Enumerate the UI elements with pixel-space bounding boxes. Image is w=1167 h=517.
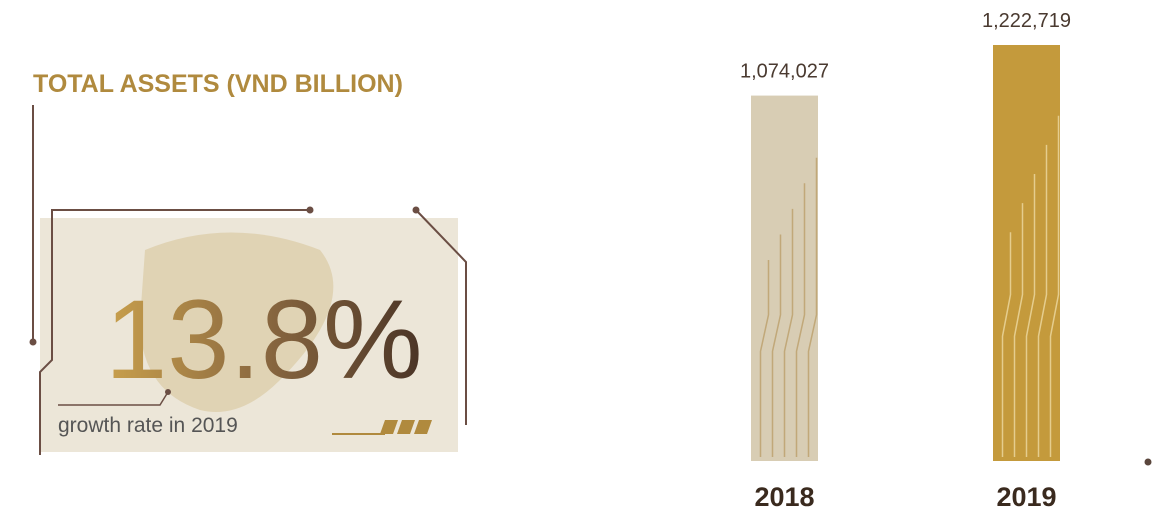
highlight-caption: growth rate in 2019 <box>58 414 238 437</box>
circuit-trace <box>1013 203 1024 457</box>
x-tick-label: 2018 <box>754 482 814 512</box>
circuit-trace <box>807 157 818 457</box>
chart-title: TOTAL ASSETS (VND BILLION) <box>33 70 403 98</box>
circuit-trace <box>783 208 794 457</box>
circuit-trace <box>771 234 782 457</box>
circuit-trace <box>1025 173 1036 457</box>
highlight-value: 13.8% <box>105 277 423 402</box>
circuit-trace <box>1001 232 1012 457</box>
circuit-trace <box>1037 144 1048 457</box>
circuit-trace <box>795 183 806 457</box>
circuit-trace <box>1049 115 1060 457</box>
circuit-trace <box>759 260 770 457</box>
x-tick-label: 2019 <box>996 482 1056 512</box>
value-label: 1,074,027 <box>740 61 829 83</box>
decoration <box>29 105 1152 466</box>
value-label: 1,222,719 <box>982 10 1071 32</box>
